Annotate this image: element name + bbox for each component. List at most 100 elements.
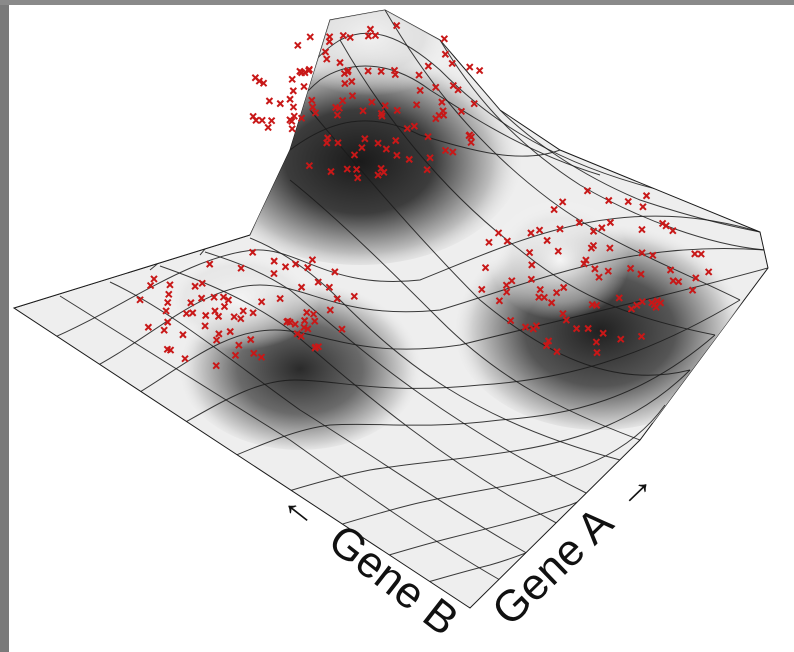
cell-point — [270, 269, 278, 278]
cell-point — [393, 151, 401, 159]
cell-point — [658, 219, 667, 228]
cell-point — [214, 312, 223, 321]
cell-point — [669, 277, 677, 285]
cell-point — [305, 66, 313, 75]
cell-point — [247, 335, 255, 344]
cell-point — [692, 274, 700, 282]
cell-point — [166, 346, 175, 354]
cell-point — [346, 33, 354, 42]
cell-point — [572, 324, 581, 333]
cell-point — [257, 298, 266, 306]
cell-point — [415, 71, 423, 79]
cell-point — [465, 131, 474, 139]
cell-point — [235, 341, 243, 349]
cell-point — [251, 74, 260, 82]
cell-point — [503, 237, 512, 245]
cell-point — [449, 81, 458, 90]
cell-point — [258, 116, 266, 124]
cell-point — [637, 332, 646, 341]
cell-point — [392, 21, 401, 30]
cell-point — [333, 111, 342, 119]
cell-point — [457, 107, 466, 116]
cell-point — [304, 325, 312, 333]
cell-point — [237, 314, 245, 323]
cell-point — [276, 294, 284, 303]
cell-point — [215, 330, 223, 338]
cell-point — [588, 300, 596, 309]
cell-point — [553, 347, 561, 356]
cell-point — [335, 104, 344, 112]
cell-point — [288, 75, 296, 84]
cell-point — [224, 296, 233, 304]
cell-point — [230, 313, 238, 321]
cell-point — [288, 125, 296, 133]
cell-point — [311, 317, 319, 325]
cell-point — [475, 66, 484, 75]
cell-point — [314, 278, 322, 286]
cell-point — [543, 236, 551, 245]
cell-point — [326, 306, 334, 314]
cell-point — [350, 151, 359, 159]
cell-point — [592, 338, 601, 346]
cell-point — [426, 154, 434, 162]
cell-point — [478, 285, 486, 294]
cell-point — [205, 260, 214, 268]
cell-point — [527, 229, 535, 237]
cell-point — [308, 103, 317, 111]
cell-point — [466, 63, 474, 71]
cell-point — [219, 293, 228, 301]
cell-point — [542, 341, 551, 350]
cell-point — [556, 225, 564, 233]
cell-point — [412, 101, 421, 109]
cell-point — [294, 41, 302, 50]
cell-point — [331, 268, 339, 276]
cell-point — [637, 270, 645, 278]
cell-point — [226, 327, 234, 336]
cell-point — [165, 290, 173, 299]
cell-point — [210, 293, 218, 301]
cell-point — [470, 99, 478, 108]
cell-point — [495, 297, 504, 305]
cell-point — [550, 205, 558, 214]
cell-point — [291, 320, 299, 328]
cell-point — [290, 112, 298, 120]
cell-point — [350, 292, 358, 301]
cell-point — [259, 79, 268, 87]
cell-point — [358, 143, 366, 152]
cell-point — [249, 309, 257, 317]
cell-point — [638, 249, 646, 257]
cell-point — [448, 59, 456, 68]
cell-point — [364, 32, 373, 40]
cell-point — [306, 33, 314, 41]
cell-point — [150, 275, 158, 283]
cell-point — [481, 263, 490, 272]
cell-point — [267, 116, 276, 125]
cell-point — [293, 330, 301, 338]
cell-point — [599, 329, 607, 337]
cell-point — [327, 167, 335, 176]
cell-points — [136, 21, 713, 370]
cell-point — [697, 250, 705, 258]
cell-point — [382, 145, 391, 153]
cell-point — [344, 66, 352, 75]
cell-point — [558, 198, 567, 206]
cell-point — [410, 122, 419, 130]
cell-point — [323, 139, 331, 147]
cell-point — [535, 226, 544, 234]
cell-point — [211, 307, 219, 315]
cell-point — [162, 307, 170, 315]
cell-point — [281, 263, 290, 271]
cell-point — [390, 66, 399, 75]
cell-point — [547, 299, 556, 307]
cell-point — [704, 268, 713, 276]
cell-point — [528, 261, 536, 269]
cell-point — [485, 238, 493, 246]
cell-point — [341, 79, 349, 88]
cell-point — [449, 148, 457, 156]
cell-point — [212, 336, 221, 344]
cell-point — [438, 98, 446, 106]
cell-point — [639, 203, 647, 211]
cell-point — [289, 87, 298, 95]
cell-point — [416, 86, 424, 95]
